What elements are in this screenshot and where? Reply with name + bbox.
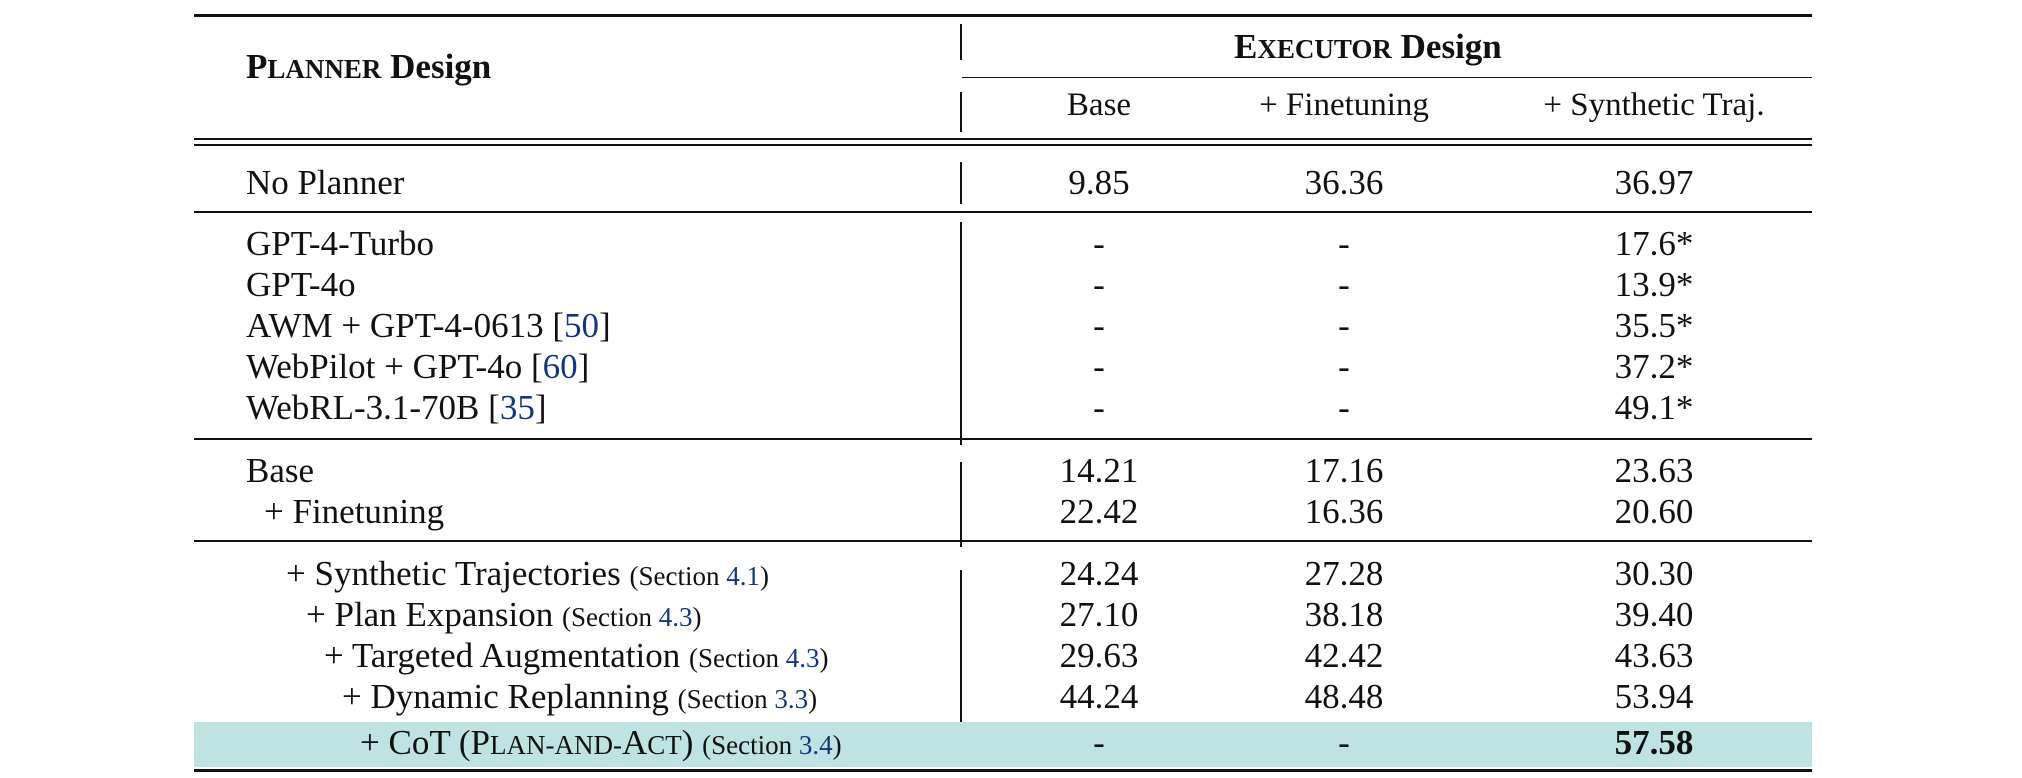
section-link-3-3[interactable]: 3.3 [774,684,809,714]
row-label-synthetic-trajectories: + Synthetic Trajectories (Section 4.1) [286,554,769,593]
executor-heading-rule [962,77,1812,78]
planner-design-heading: PLANNER Design [246,47,492,86]
value-dynamic-replanning-finetuning: 48.48 [1304,677,1384,716]
highlighted-final-row [194,722,1812,767]
section-link-4-3-plan-expansion[interactable]: 4.3 [658,602,693,632]
row-label-webrl: WebRL-3.1-70B [35] [246,388,547,427]
value-base-synthetic: 23.63 [1614,451,1694,490]
row-label-dynamic-replanning: + Dynamic Replanning (Section 3.3) [342,677,818,716]
value-gpt-4o-synthetic: 13.9* [1614,265,1694,304]
column-base: Base [1066,87,1132,123]
section-link-4-1[interactable]: 4.1 [726,561,760,591]
column-synthetic-trajectories: + Synthetic Traj. [1543,87,1765,123]
value-no-planner-synthetic: 36.97 [1614,163,1694,202]
value-base-finetuning: 17.16 [1304,451,1384,490]
ablation-vertical-rule [960,570,962,766]
value-finetuning-synthetic: 20.60 [1614,492,1694,531]
row-label-finetuning: + Finetuning [264,492,445,531]
value-gpt-4-turbo-synthetic: 17.6* [1614,224,1694,263]
row-label-targeted-augmentation: + Targeted Augmentation (Section 4.3) [324,636,829,675]
value-cot-base: - [1093,723,1105,762]
value-no-planner-base: 9.85 [1068,163,1130,202]
row-label-gpt-4-turbo: GPT-4-Turbo [246,224,435,263]
no-planner-vertical-rule [960,162,962,204]
value-synthetic-trajectories-synthetic: 30.30 [1614,554,1694,593]
row-label-gpt-4o: GPT-4o [246,265,356,304]
value-awm-synthetic: 35.5* [1614,306,1694,345]
value-plan-expansion-finetuning: 38.18 [1304,595,1384,634]
row-label-plan-expansion: + Plan Expansion (Section 4.3) [306,595,702,634]
value-base-base: 14.21 [1059,451,1139,490]
value-plan-expansion-synthetic: 39.40 [1614,595,1694,634]
planner-executor-results-table: PLANNER Design EXECUTOR Design Base + Fi… [194,14,1812,774]
value-no-planner-finetuning: 36.36 [1304,163,1384,202]
base-finetune-vertical-rule [960,462,962,547]
value-targeted-augmentation-base: 29.63 [1059,636,1139,675]
section-link-4-3-targeted-augmentation[interactable]: 4.3 [785,643,820,673]
header-vertical-rule [960,24,962,60]
value-finetuning-base: 22.42 [1059,492,1139,531]
value-synthetic-trajectories-base: 24.24 [1059,554,1139,593]
row-label-awm-gpt-4-0613: AWM + GPT-4-0613 [50] [246,306,611,345]
section-link-3-4[interactable]: 3.4 [798,730,833,760]
row-label-no-planner: No Planner [246,163,405,202]
bottom-rule [194,769,1812,772]
value-webrl-finetuning: - [1338,388,1350,427]
value-webrl-base: - [1093,388,1105,427]
row-label-cot-plan-and-act: + CoT (PLAN-AND-ACT) (Section 3.4) [360,723,842,762]
top-rule [194,14,1812,17]
row-label-webpilot-gpt-4o: WebPilot + GPT-4o [60] [246,347,590,386]
value-dynamic-replanning-base: 44.24 [1059,677,1139,716]
value-webrl-synthetic: 49.1* [1614,388,1694,427]
baselines-vertical-rule [960,222,962,445]
value-gpt-4o-finetuning: - [1338,265,1350,304]
section-rule-1 [194,211,1812,213]
citation-60[interactable]: 60 [542,347,578,386]
section-rule-3 [194,540,1812,542]
value-gpt-4o-base: - [1093,265,1105,304]
value-finetuning-finetuning: 16.36 [1304,492,1384,531]
subheader-vertical-rule [960,92,962,132]
value-targeted-augmentation-finetuning: 42.42 [1304,636,1384,675]
value-cot-finetuning: - [1338,723,1350,762]
value-plan-expansion-base: 27.10 [1059,595,1139,634]
citation-35[interactable]: 35 [499,388,535,427]
value-gpt-4-turbo-finetuning: - [1338,224,1350,263]
value-webpilot-base: - [1093,347,1105,386]
citation-50[interactable]: 50 [564,306,599,345]
value-synthetic-trajectories-finetuning: 27.28 [1304,554,1384,593]
value-webpilot-finetuning: - [1338,347,1350,386]
value-awm-finetuning: - [1338,306,1350,345]
section-rule-2 [194,438,1812,440]
value-webpilot-synthetic: 37.2* [1614,347,1694,386]
header-double-rule-top [194,138,1812,140]
value-gpt-4-turbo-base: - [1093,224,1105,263]
value-targeted-augmentation-synthetic: 43.63 [1614,636,1694,675]
column-finetuning: + Finetuning [1259,87,1429,123]
value-awm-base: - [1093,306,1105,345]
value-cot-synthetic-best: 57.58 [1614,723,1694,762]
header-double-rule-bottom [194,144,1812,146]
row-label-base: Base [246,451,315,490]
value-dynamic-replanning-synthetic: 53.94 [1614,677,1694,716]
executor-design-heading: EXECUTOR Design [1234,27,1502,66]
